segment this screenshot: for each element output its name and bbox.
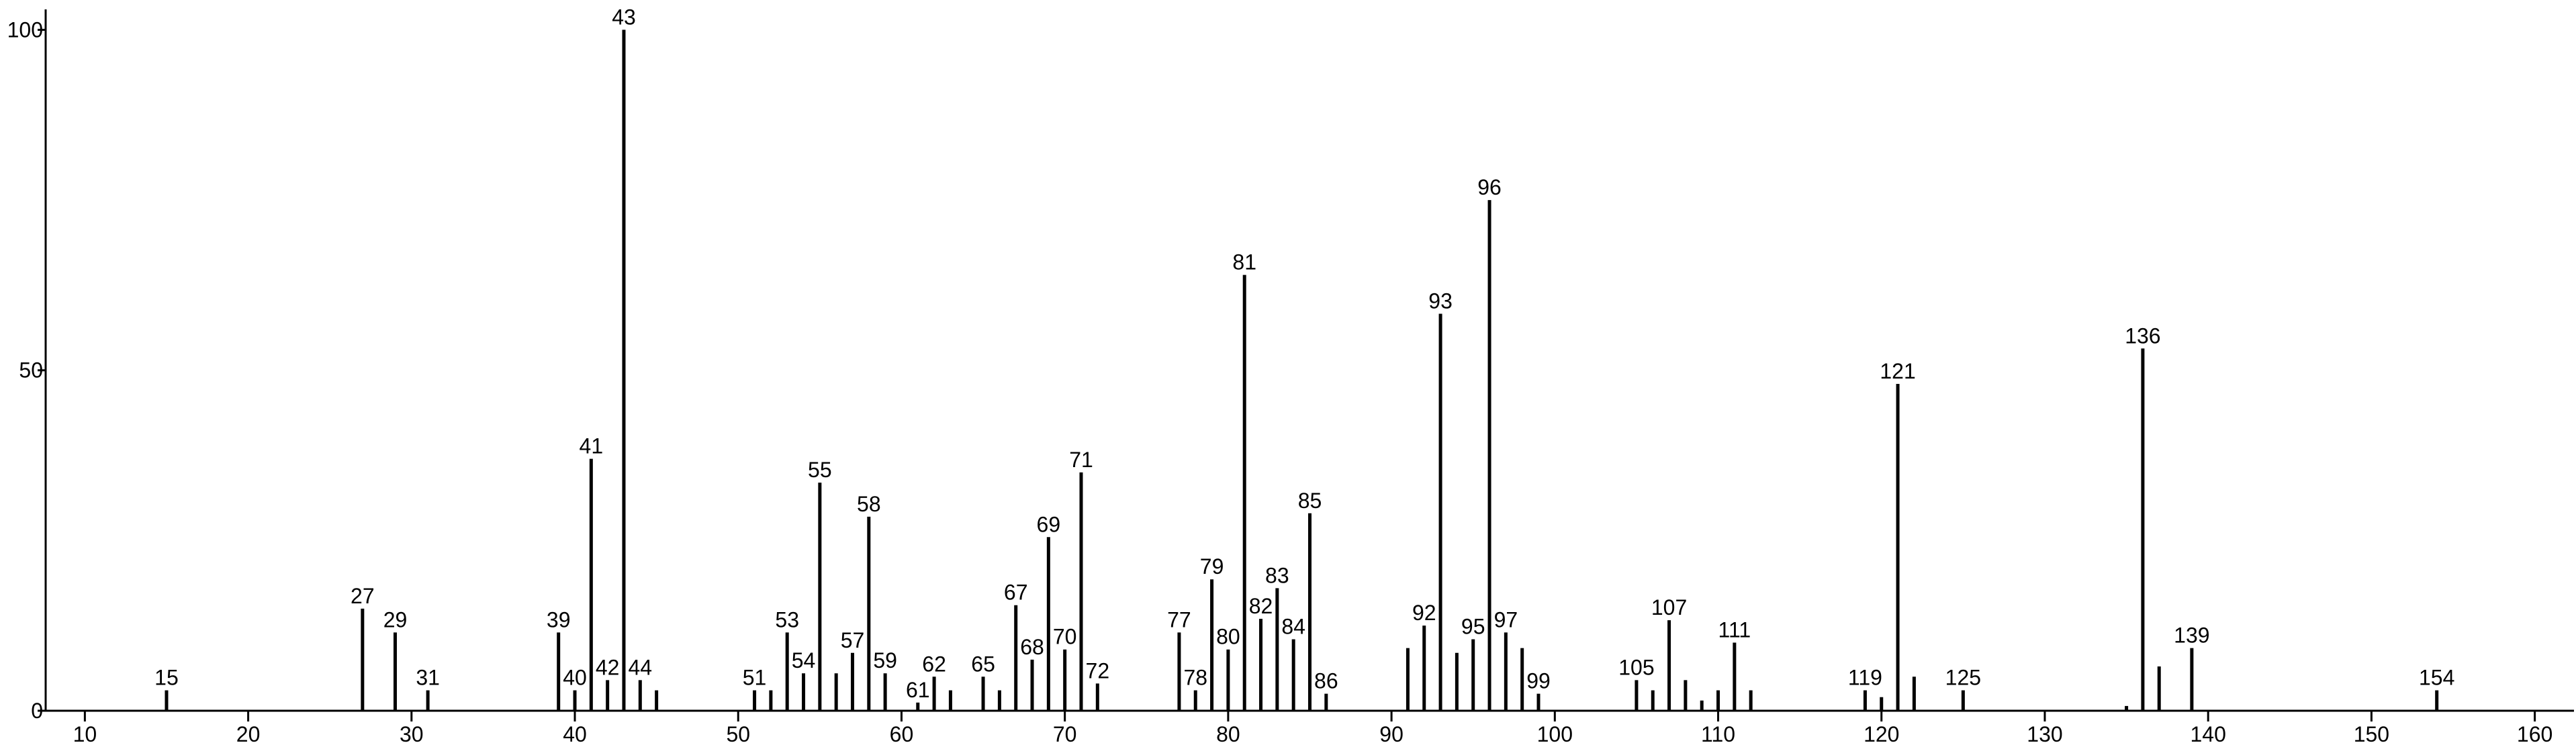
x-tick-label: 50	[726, 722, 750, 746]
peak-label: 15	[154, 666, 179, 690]
peak-label: 119	[1848, 666, 1882, 690]
peak-label: 29	[383, 607, 408, 632]
peak-label: 55	[808, 458, 832, 482]
x-tick-label: 70	[1053, 722, 1077, 746]
peak-label: 41	[580, 434, 604, 458]
peak-label: 61	[906, 678, 930, 702]
peak-label: 139	[2174, 623, 2209, 648]
peak-label: 67	[1004, 581, 1028, 605]
peak-label: 57	[841, 628, 865, 652]
peak-label: 93	[1428, 289, 1453, 313]
peak-label: 97	[1494, 607, 1518, 632]
peak-label: 136	[2125, 323, 2160, 348]
peak-label: 125	[1945, 666, 1981, 690]
x-tick-label: 20	[236, 722, 261, 746]
peak-label: 40	[563, 666, 587, 690]
x-tick-label: 120	[1864, 722, 1899, 746]
peak-label: 58	[857, 492, 881, 516]
x-tick-label: 130	[2027, 722, 2062, 746]
peak-label: 82	[1249, 594, 1273, 618]
peak-label: 51	[743, 666, 767, 690]
x-tick-label: 110	[1701, 722, 1735, 746]
x-tick-label: 30	[400, 722, 424, 746]
peak-label: 39	[547, 607, 571, 632]
peak-label: 72	[1086, 658, 1110, 683]
peak-label: 77	[1167, 607, 1191, 632]
peak-label: 99	[1526, 669, 1551, 693]
peak-label: 79	[1200, 554, 1224, 579]
peak-label: 59	[873, 648, 897, 672]
peak-label: 96	[1477, 175, 1502, 199]
peak-label: 42	[596, 655, 620, 679]
x-tick-label: 60	[890, 722, 914, 746]
peak-label: 84	[1281, 614, 1305, 638]
peak-label: 92	[1412, 601, 1436, 625]
x-tick-label: 100	[1537, 722, 1573, 746]
peak-label: 71	[1069, 448, 1093, 472]
peak-label: 44	[629, 655, 653, 679]
peak-label: 62	[922, 652, 946, 676]
peak-label: 86	[1314, 669, 1338, 693]
peak-label: 121	[1880, 359, 1915, 383]
x-tick-label: 90	[1379, 722, 1404, 746]
peak-label: 69	[1037, 512, 1061, 536]
x-tick-label: 80	[1216, 722, 1240, 746]
peak-label: 65	[971, 652, 995, 676]
x-tick-label: 150	[2354, 722, 2389, 746]
peak-label: 78	[1183, 666, 1207, 690]
x-tick-label: 160	[2517, 722, 2552, 746]
peak-label: 80	[1216, 625, 1240, 649]
peak-label: 27	[351, 584, 375, 608]
peak-label: 70	[1053, 625, 1077, 649]
peak-label: 105	[1618, 655, 1654, 679]
peak-label: 53	[775, 607, 799, 632]
peak-label: 83	[1265, 563, 1289, 587]
x-tick-label: 10	[73, 722, 97, 746]
peak-label: 31	[416, 666, 440, 690]
y-tick-label: 50	[19, 358, 43, 383]
y-tick-label: 100	[7, 17, 43, 42]
x-tick-label: 40	[563, 722, 587, 746]
y-tick-label: 0	[31, 699, 43, 723]
peak-label: 111	[1718, 618, 1751, 642]
peak-label: 107	[1651, 595, 1687, 619]
x-tick-label: 140	[2190, 722, 2225, 746]
peak-label: 43	[612, 5, 636, 29]
peak-label: 95	[1461, 614, 1485, 638]
peak-label: 68	[1020, 635, 1044, 659]
peak-label: 85	[1298, 489, 1322, 513]
peak-label: 54	[792, 648, 816, 672]
peak-label: 81	[1232, 250, 1256, 274]
peak-label: 154	[2419, 666, 2454, 690]
